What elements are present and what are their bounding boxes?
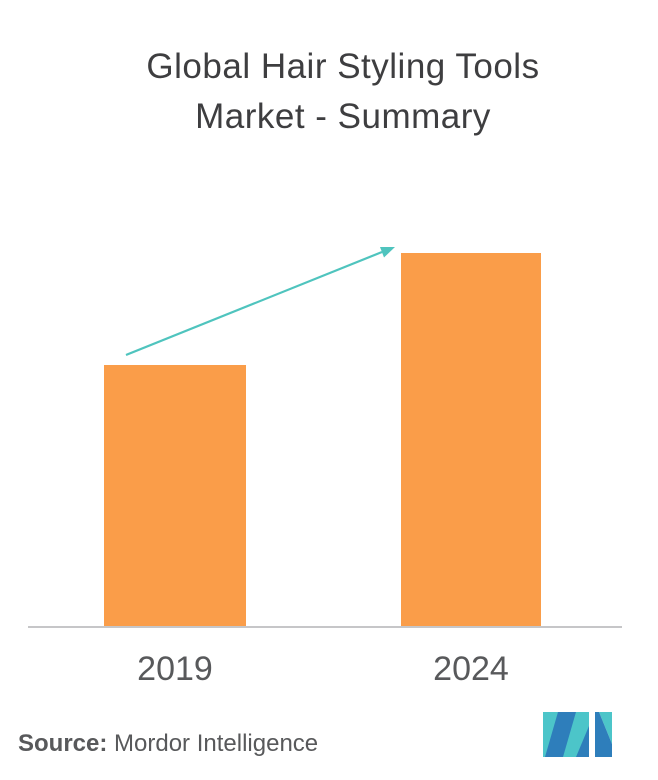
x-axis-line [28,626,622,628]
growth-arrow-line [125,250,383,357]
growth-arrow-head [380,247,395,258]
logo-m-band-1 [545,712,576,757]
x-label-2019: 2019 [137,650,213,688]
source-attribution: Source: Mordor Intelligence [18,730,318,758]
logo-i-bottom [595,712,612,757]
x-label-2024: 2024 [433,650,509,688]
source-label: Source: [18,730,108,757]
logo-m-band-2 [576,726,589,757]
mordor-intelligence-logo [543,712,612,757]
chart-title: Global Hair Styling Tools Market - Summa… [146,47,540,136]
source-text: Mordor Intelligence [107,730,319,757]
bar-2019 [104,365,246,627]
bar-2024 [401,253,541,627]
